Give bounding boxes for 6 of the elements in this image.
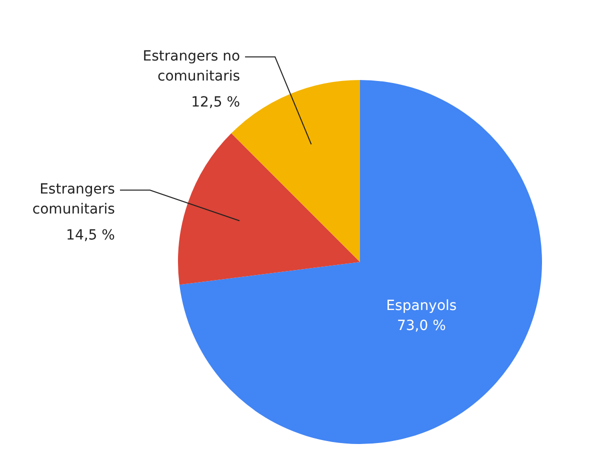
slice-label: Estrangers comunitaris: [32, 182, 115, 218]
data-label: 73,0 %: [396, 318, 446, 334]
slice-label: Estrangers no comunitaris: [142, 48, 240, 85]
slice-label: Espanyols: [386, 298, 457, 314]
data-label: 14,5 %: [66, 228, 115, 244]
data-label: 12,5 %: [191, 94, 240, 111]
